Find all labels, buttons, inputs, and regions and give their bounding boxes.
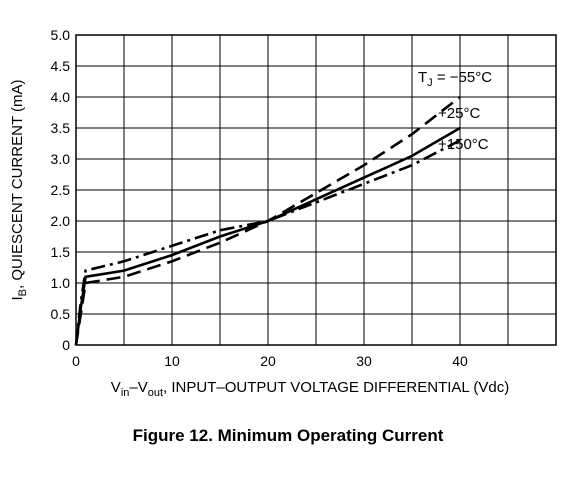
- y-tick-label: 2.5: [51, 182, 71, 198]
- series-label-sub: J: [427, 77, 433, 89]
- x-axis-title-mid: –V: [129, 379, 147, 396]
- x-tick-label: 20: [260, 353, 276, 369]
- y-axis-title: IB, QUIESCENT CURRENT (mA): [9, 80, 29, 301]
- y-tick-label: 0: [62, 337, 70, 353]
- x-axis-title: Vin–Vout, INPUT–OUTPUT VOLTAGE DIFFERENT…: [111, 379, 509, 399]
- series-line: [74, 139, 461, 346]
- y-axis-title-main: I: [9, 296, 26, 300]
- series-label-main: +150°C: [438, 136, 489, 153]
- axis-ticks: 0 10 20 30 40 0 0.5 1.0 1.5 2.0 2.5 3.0 3.5 4.0 4.5 5.0: [51, 27, 468, 369]
- y-tick-label: 1.0: [51, 275, 71, 291]
- series-label-rest: = −55°C: [433, 69, 493, 86]
- y-axis-title-sub: B: [17, 289, 29, 296]
- y-tick-label: 2.0: [51, 213, 71, 229]
- x-axis-title-sub1: in: [121, 387, 130, 399]
- plot-frame: [75, 34, 557, 346]
- y-tick-label: 3.5: [51, 120, 71, 136]
- series-lines: [74, 95, 461, 346]
- series-labels: TJ = −55°C +25°C +150°C: [418, 69, 492, 153]
- x-axis-title-sub2: out: [148, 387, 163, 399]
- series-label-main: +25°C: [438, 105, 480, 122]
- x-tick-label: 10: [164, 353, 180, 369]
- x-axis-title-rest: , INPUT–OUTPUT VOLTAGE DIFFERENTIAL (Vdc…: [163, 379, 509, 396]
- y-tick-label: 0.5: [51, 306, 71, 322]
- series-label-main: T: [418, 69, 427, 86]
- chart: 0 10 20 30 40 0 0.5 1.0 1.5 2.0 2.5 3.0 3.5 4.0 4.5 5.0…: [9, 27, 557, 399]
- y-tick-label: 4.5: [51, 58, 71, 74]
- series-label: +150°C: [438, 136, 489, 153]
- y-axis-title-rest: , QUIESCENT CURRENT (mA): [9, 80, 26, 289]
- x-tick-label: 40: [452, 353, 468, 369]
- x-axis-title-main: V: [111, 379, 121, 396]
- x-tick-label: 30: [356, 353, 372, 369]
- series-label: +25°C: [438, 105, 480, 122]
- series-label: TJ = −55°C: [418, 69, 492, 89]
- y-tick-label: 3.0: [51, 151, 71, 167]
- y-tick-label: 1.5: [51, 244, 71, 260]
- y-tick-label: 5.0: [51, 27, 71, 43]
- y-tick-label: 4.0: [51, 89, 71, 105]
- x-tick-label: 0: [72, 353, 80, 369]
- figure-caption: Figure 12. Minimum Operating Current: [132, 426, 444, 445]
